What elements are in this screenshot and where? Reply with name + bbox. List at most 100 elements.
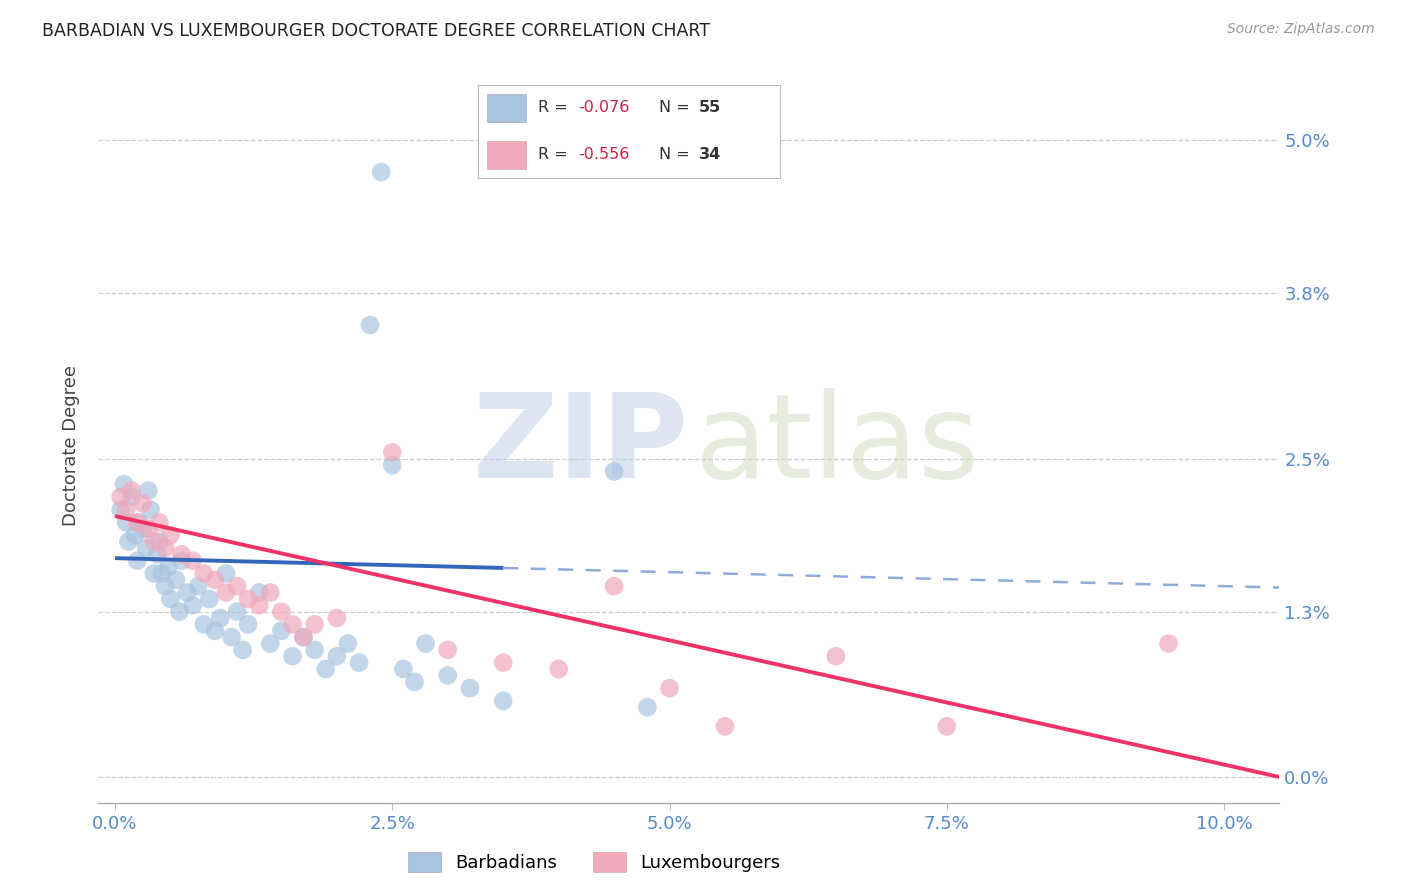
Point: [165, 573, 187, 587]
Point: [603, 579, 626, 593]
Point: [304, 643, 326, 657]
Bar: [486, 95, 526, 122]
Point: [215, 585, 238, 599]
Point: [259, 636, 281, 650]
Point: [714, 719, 737, 733]
Point: [127, 554, 149, 568]
Point: [187, 579, 209, 593]
Point: [370, 165, 392, 179]
Point: [115, 516, 138, 530]
Point: [209, 611, 232, 625]
Point: [226, 579, 249, 593]
Point: [236, 591, 259, 606]
Point: [1157, 636, 1180, 650]
Point: [247, 599, 270, 613]
Point: [270, 624, 292, 638]
Point: [193, 617, 215, 632]
Point: [124, 528, 146, 542]
Text: -0.556: -0.556: [578, 147, 628, 162]
Point: [304, 617, 326, 632]
Text: -0.076: -0.076: [578, 100, 628, 115]
Point: [146, 547, 169, 561]
Point: [636, 700, 658, 714]
Point: [204, 624, 226, 638]
Point: [159, 591, 181, 606]
Point: [315, 662, 337, 676]
Point: [170, 547, 193, 561]
Point: [825, 649, 848, 664]
Point: [148, 516, 170, 530]
Point: [236, 617, 259, 632]
Point: [270, 605, 292, 619]
Point: [193, 566, 215, 581]
Point: [359, 318, 381, 332]
Point: [492, 656, 515, 670]
Point: [112, 477, 135, 491]
Point: [159, 528, 181, 542]
Point: [117, 534, 139, 549]
Point: [381, 445, 404, 459]
Text: R =: R =: [538, 100, 574, 115]
Point: [658, 681, 681, 695]
Point: [127, 516, 149, 530]
Point: [110, 502, 132, 516]
Point: [281, 617, 304, 632]
Point: [935, 719, 957, 733]
Point: [259, 585, 281, 599]
Text: BARBADIAN VS LUXEMBOURGER DOCTORATE DEGREE CORRELATION CHART: BARBADIAN VS LUXEMBOURGER DOCTORATE DEGR…: [42, 22, 710, 40]
Text: N =: N =: [659, 100, 696, 115]
Text: N =: N =: [659, 147, 696, 162]
Point: [436, 643, 458, 657]
Point: [139, 502, 162, 516]
Point: [204, 573, 226, 587]
Point: [226, 605, 249, 619]
Point: [326, 611, 349, 625]
Text: ZIP: ZIP: [472, 389, 689, 503]
Text: 55: 55: [699, 100, 721, 115]
Point: [547, 662, 569, 676]
Y-axis label: Doctorate Degree: Doctorate Degree: [62, 366, 80, 526]
Point: [121, 490, 143, 504]
Point: [336, 636, 359, 650]
Text: Source: ZipAtlas.com: Source: ZipAtlas.com: [1227, 22, 1375, 37]
Point: [232, 643, 254, 657]
Point: [347, 656, 370, 670]
Point: [492, 694, 515, 708]
Point: [603, 465, 626, 479]
Point: [458, 681, 481, 695]
Legend: Barbadians, Luxembourgers: Barbadians, Luxembourgers: [409, 853, 780, 872]
Point: [176, 585, 198, 599]
Point: [115, 502, 138, 516]
Point: [181, 554, 204, 568]
Point: [326, 649, 349, 664]
Point: [136, 483, 159, 498]
Point: [415, 636, 437, 650]
Point: [132, 522, 155, 536]
Point: [281, 649, 304, 664]
Point: [170, 554, 193, 568]
Point: [136, 522, 159, 536]
Point: [381, 458, 404, 472]
Point: [142, 534, 165, 549]
Point: [169, 605, 191, 619]
Point: [181, 599, 204, 613]
Text: atlas: atlas: [695, 389, 980, 503]
Point: [247, 585, 270, 599]
Point: [150, 566, 173, 581]
Text: 34: 34: [699, 147, 721, 162]
Point: [142, 566, 165, 581]
Point: [404, 674, 426, 689]
Point: [128, 516, 150, 530]
Bar: [486, 141, 526, 169]
Point: [292, 630, 315, 644]
Text: R =: R =: [538, 147, 574, 162]
Point: [153, 541, 176, 555]
Point: [436, 668, 458, 682]
Point: [135, 541, 157, 555]
Point: [292, 630, 315, 644]
Point: [221, 630, 243, 644]
Point: [132, 496, 155, 510]
Point: [148, 534, 170, 549]
Point: [215, 566, 238, 581]
Point: [392, 662, 415, 676]
